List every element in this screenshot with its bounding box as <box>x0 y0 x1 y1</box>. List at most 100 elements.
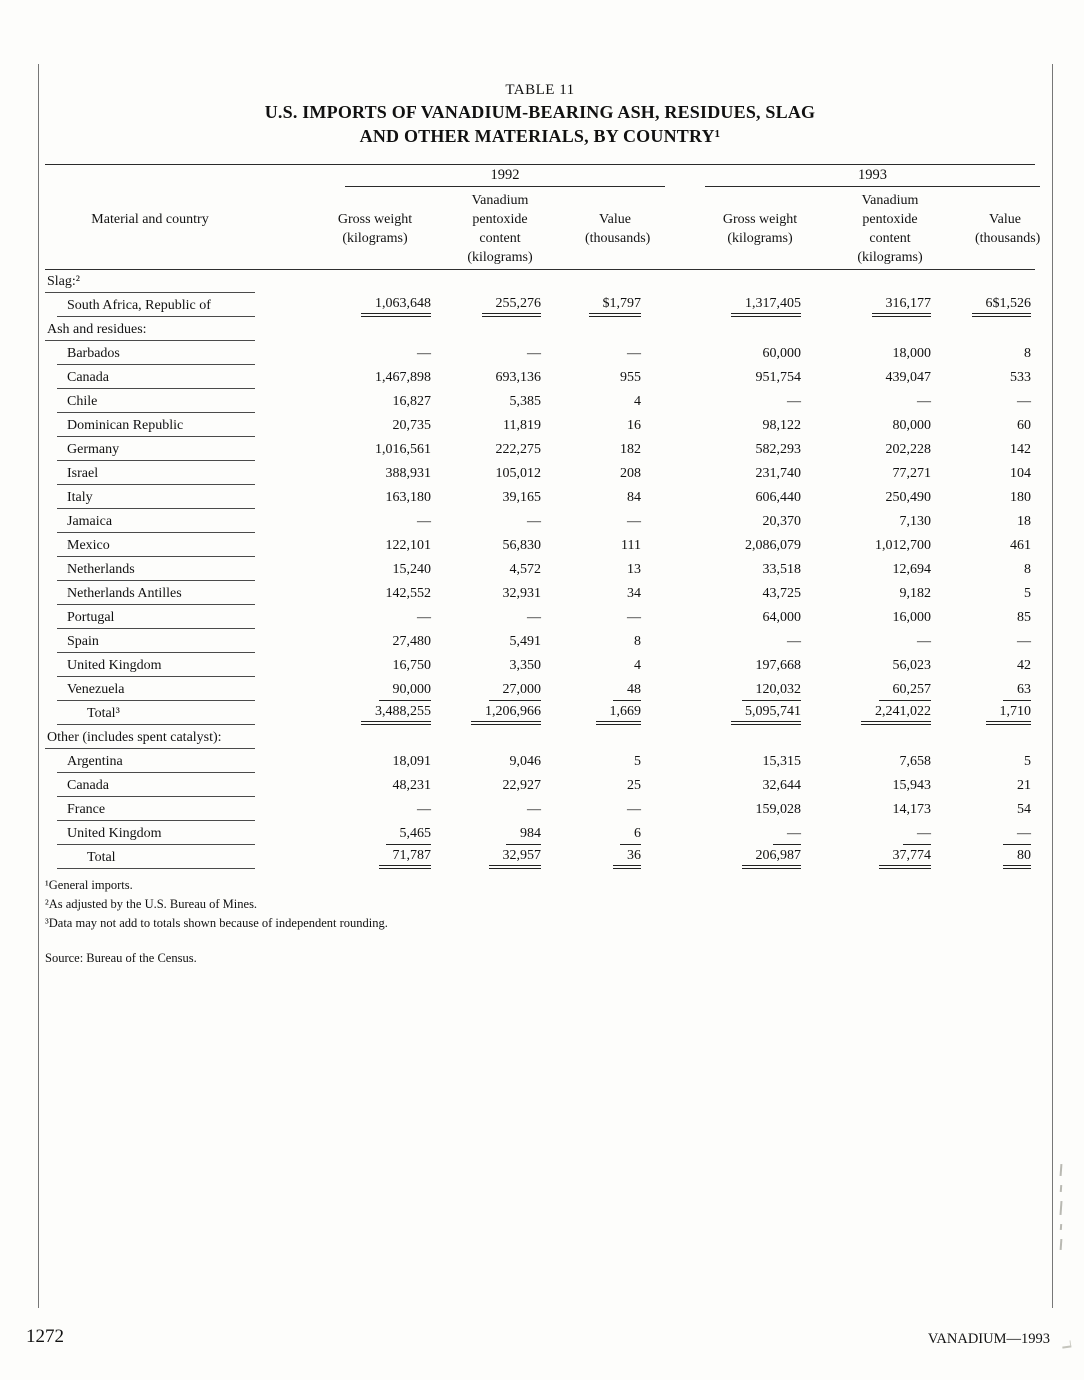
table-cell <box>255 270 435 294</box>
table-cell: 7,130 <box>805 510 935 534</box>
row-label: Israel <box>57 462 255 485</box>
table-cell <box>545 270 645 294</box>
table-cell: 606,440 <box>645 486 805 510</box>
table-row: United Kingdom 16,750 3,350 4 197,668 56,023 4… <box>45 654 1035 678</box>
table-cell: 142 <box>935 438 1035 462</box>
column-header-row: Material and country Gross weight (kilog… <box>45 191 1040 269</box>
table-cell: 63 <box>935 678 1035 702</box>
cell-value: 8 <box>1024 346 1031 361</box>
table-cell: 32,957 <box>435 846 545 870</box>
table-cell: 142,552 <box>255 582 435 606</box>
table-cell: 64,000 <box>645 606 805 630</box>
table-cell: 16 <box>545 414 645 438</box>
cell-value: 255,276 <box>481 294 541 317</box>
table-row: United Kingdom 5,465 984 6 — — — <box>45 822 1035 846</box>
cell-value: 5,095,741 <box>731 702 801 725</box>
table-cell <box>935 318 1035 342</box>
table-cell: 15,315 <box>645 750 805 774</box>
table-row: Jamaica — — — 20,370 7,130 18 <box>45 510 1035 534</box>
table-cell <box>645 270 805 294</box>
table-cell: 439,047 <box>805 366 935 390</box>
cell-value: — <box>917 394 931 409</box>
column-header-material-country: Material and country <box>91 212 209 227</box>
cell-value: 2,086,079 <box>745 538 801 553</box>
cell-value: — <box>627 802 641 817</box>
cell-value: — <box>787 634 801 649</box>
cell-value: 77,271 <box>892 466 932 481</box>
table-body: Slag:² South Africa, Republic of 1,063,648… <box>45 270 1035 870</box>
cell-value: 32,957 <box>488 846 541 869</box>
table-cell: 2,086,079 <box>645 534 805 558</box>
cell-value: 16,750 <box>392 658 432 673</box>
table-cell: 18,000 <box>805 342 935 366</box>
table-cell: — <box>935 630 1035 654</box>
row-label: Dominican Republic <box>57 414 255 437</box>
cell-value: 33,518 <box>762 562 802 577</box>
cell-value: 15,315 <box>762 754 802 769</box>
table-cell: 693,136 <box>435 366 545 390</box>
cell-value: 6 <box>620 822 641 845</box>
table-row: South Africa, Republic of 1,063,648 255,27… <box>45 294 1035 318</box>
table-cell: 1,669 <box>545 702 645 726</box>
table-cell: 180 <box>935 486 1035 510</box>
table-cell: 27,000 <box>435 678 545 702</box>
cell-value: 98,122 <box>762 418 802 433</box>
table-cell: 48 <box>545 678 645 702</box>
table-cell: 5,491 <box>435 630 545 654</box>
row-label: South Africa, Republic of <box>57 294 255 317</box>
cell-value: 14,173 <box>892 802 932 817</box>
cell-value: 20,735 <box>392 418 432 433</box>
cell-value: 36 <box>613 846 641 869</box>
table-cell <box>435 318 545 342</box>
cell-value: 25 <box>627 778 641 793</box>
cell-value: 163,180 <box>385 490 432 505</box>
cell-value: 84 <box>627 490 641 505</box>
row-label: Italy <box>57 486 255 509</box>
cell-value: 1,317,405 <box>731 294 801 317</box>
cell-value: 11,819 <box>503 418 541 433</box>
table-cell: 8 <box>935 342 1035 366</box>
cell-value: 16 <box>627 418 641 433</box>
cell-value: 142 <box>1010 442 1031 457</box>
row-label-cell: Netherlands Antilles <box>45 582 255 606</box>
cell-value: 5 <box>1024 754 1031 769</box>
table-cell: 104 <box>935 462 1035 486</box>
table-row: Canada 48,231 22,927 25 32,644 15,943 21 <box>45 774 1035 798</box>
cell-value: — <box>1017 394 1031 409</box>
table-cell <box>545 318 645 342</box>
cell-value: 42 <box>1017 658 1031 673</box>
cell-value: — <box>1003 822 1031 845</box>
table-cell: 4,572 <box>435 558 545 582</box>
cell-value: — <box>527 514 541 529</box>
row-label: Germany <box>57 438 255 461</box>
row-label: Argentina <box>57 750 255 773</box>
cell-value: 693,136 <box>495 370 542 385</box>
row-label-cell: Italy <box>45 486 255 510</box>
table-row: Barbados — — — 60,000 18,000 8 <box>45 342 1035 366</box>
table-cell: 12,694 <box>805 558 935 582</box>
cell-value: — <box>527 610 541 625</box>
year-header-1992: 1992 <box>345 167 665 187</box>
column-header-gross-weight-1993: Gross weight (kilograms) <box>722 212 798 246</box>
table-cell: 60 <box>935 414 1035 438</box>
scan-artifact <box>1059 1200 1063 1216</box>
table-cell: 56,023 <box>805 654 935 678</box>
cell-value: 80,000 <box>892 418 932 433</box>
cell-value: — <box>627 346 641 361</box>
column-header-value-1992: Value (thousands) <box>585 212 651 246</box>
table-cell <box>805 726 935 750</box>
table-cell: 5,095,741 <box>645 702 805 726</box>
table-row: Dominican Republic 20,735 11,819 16 98,122 80… <box>45 414 1035 438</box>
scan-artifact <box>1059 1223 1063 1231</box>
row-label-cell: Dominican Republic <box>45 414 255 438</box>
cell-value: 3,350 <box>509 658 542 673</box>
table-cell: 37,774 <box>805 846 935 870</box>
table-title-line1: U.S. IMPORTS OF VANADIUM-BEARING ASH, RE… <box>264 102 816 122</box>
table-title-line2: AND OTHER MATERIALS, BY COUNTRY¹ <box>359 126 721 146</box>
cell-value: — <box>417 802 431 817</box>
table-cell: — <box>805 630 935 654</box>
cell-value: 18 <box>1017 514 1031 529</box>
row-label: Netherlands <box>57 558 255 581</box>
cell-value: 104 <box>1010 466 1031 481</box>
footnote-1: ¹General imports. <box>45 878 133 892</box>
